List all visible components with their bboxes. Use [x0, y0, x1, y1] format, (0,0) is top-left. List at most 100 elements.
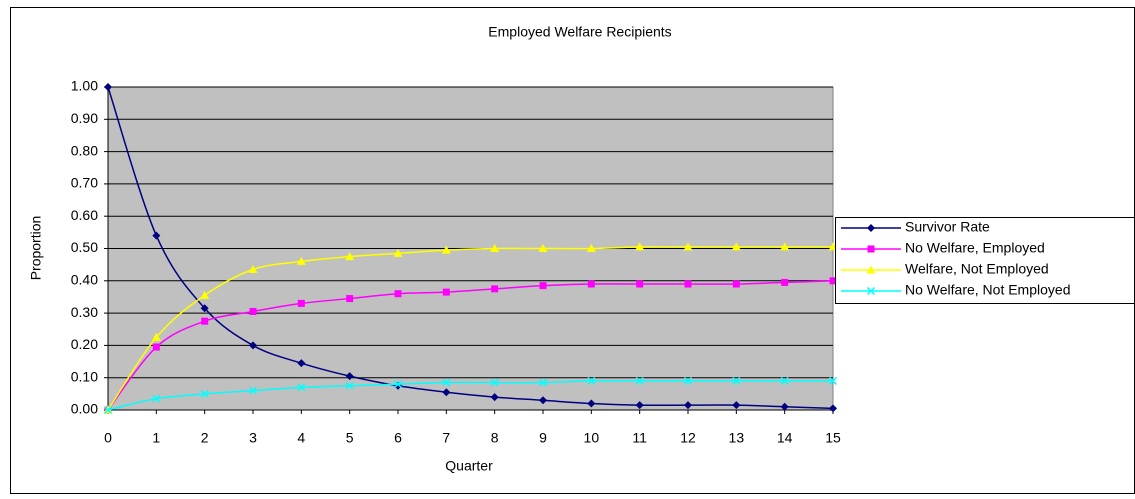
marker — [490, 378, 499, 387]
marker — [393, 380, 403, 389]
marker — [538, 378, 548, 387]
series-line — [107, 380, 833, 411]
x-tick-label: 12 — [680, 430, 696, 446]
y-tick-label: 0.20 — [71, 336, 98, 352]
x-tick-label: 3 — [249, 430, 257, 446]
marker — [780, 242, 790, 251]
marker — [200, 304, 209, 313]
marker — [249, 341, 257, 350]
marker — [683, 376, 693, 385]
marker — [104, 83, 112, 91]
chart-title: Employed Welfare Recipients — [488, 24, 671, 40]
marker — [829, 277, 837, 285]
marker — [248, 386, 258, 395]
legend-label: No Welfare, Not Employed — [905, 282, 1070, 298]
x-tick-label: 0 — [104, 430, 112, 446]
marker — [201, 317, 209, 325]
marker — [490, 244, 500, 252]
marker — [152, 343, 160, 351]
marker — [867, 245, 875, 253]
marker — [200, 389, 209, 398]
x-tick-label: 10 — [584, 430, 600, 446]
marker — [732, 280, 740, 288]
marker — [732, 376, 741, 385]
marker — [828, 376, 838, 385]
marker — [683, 242, 693, 251]
marker — [867, 224, 875, 232]
y-tick-label: 0.00 — [71, 401, 98, 417]
marker — [866, 265, 876, 274]
marker — [442, 378, 451, 387]
marker — [394, 290, 402, 298]
y-tick-label: 0.10 — [71, 368, 98, 384]
marker — [151, 332, 161, 341]
marker — [636, 280, 644, 288]
marker — [780, 376, 789, 385]
marker — [442, 288, 450, 296]
marker — [732, 401, 741, 410]
x-tick-label: 2 — [201, 430, 209, 446]
marker — [635, 376, 644, 385]
marker — [635, 242, 645, 251]
y-axis-label: Proportion — [28, 216, 44, 281]
y-tick-label: 0.80 — [71, 142, 98, 158]
x-tick-label: 1 — [152, 430, 160, 446]
marker — [297, 359, 306, 368]
y-tick-label: 0.70 — [71, 175, 98, 191]
legend-box — [835, 217, 1135, 304]
marker — [248, 264, 258, 273]
x-tick-label: 9 — [539, 430, 547, 446]
marker — [296, 256, 306, 265]
legend-label: Survivor Rate — [905, 219, 990, 235]
y-tick-label: 0.30 — [71, 304, 98, 320]
marker — [731, 242, 741, 251]
x-tick-label: 6 — [394, 430, 402, 446]
marker — [152, 394, 161, 403]
y-tick-label: 0.40 — [71, 272, 98, 288]
marker — [200, 290, 210, 299]
marker — [393, 248, 403, 257]
marker — [635, 401, 644, 410]
x-tick-label: 4 — [297, 430, 305, 446]
marker — [684, 401, 692, 410]
x-axis-label: Quarter — [445, 458, 493, 474]
marker — [297, 299, 305, 307]
marker — [684, 280, 692, 288]
x-tick-label: 8 — [491, 430, 499, 446]
x-tick-label: 15 — [825, 430, 841, 446]
marker — [103, 405, 113, 415]
marker — [442, 388, 451, 397]
y-tick-label: 1.00 — [71, 78, 98, 94]
marker — [345, 252, 355, 261]
marker — [441, 245, 451, 254]
marker — [866, 286, 876, 296]
legend-label: No Welfare, Employed — [905, 240, 1045, 256]
y-tick-label: 0.50 — [71, 239, 98, 255]
y-tick-label: 0.60 — [71, 207, 98, 223]
series-line — [107, 246, 833, 411]
marker — [587, 280, 595, 288]
x-tick-label: 11 — [632, 430, 647, 446]
marker — [491, 285, 499, 293]
marker — [829, 404, 837, 413]
marker — [587, 376, 596, 385]
marker — [345, 381, 354, 390]
marker — [539, 396, 547, 405]
marker — [345, 372, 354, 381]
marker — [538, 244, 548, 252]
marker — [297, 383, 306, 392]
marker — [249, 307, 257, 315]
marker — [490, 393, 499, 402]
x-tick-label: 13 — [729, 430, 745, 446]
x-tick-label: 14 — [777, 430, 793, 446]
marker — [346, 295, 354, 303]
marker — [780, 402, 789, 411]
x-tick-label: 7 — [442, 430, 450, 446]
marker — [152, 231, 161, 240]
x-tick-label: 5 — [346, 430, 354, 446]
series-line — [107, 280, 834, 411]
legend-label: Welfare, Not Employed — [905, 261, 1049, 277]
y-tick-label: 0.90 — [71, 110, 98, 126]
marker — [539, 282, 547, 290]
